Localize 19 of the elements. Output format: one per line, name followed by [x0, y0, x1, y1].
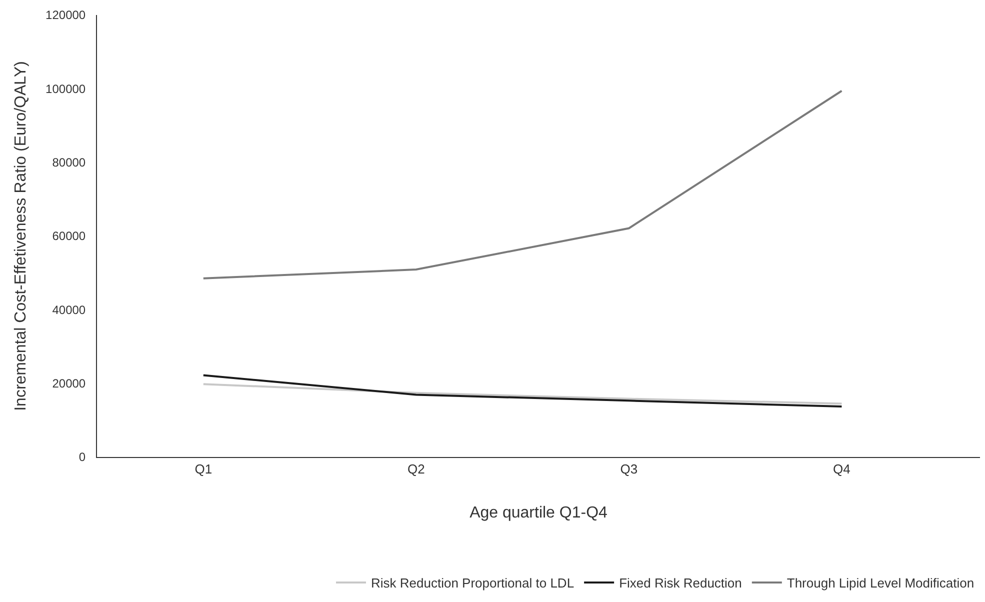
line-series: [202, 374, 843, 408]
legend-label: Fixed Risk Reduction: [619, 576, 742, 591]
line-series: [202, 90, 843, 280]
y-tick-label: 80000: [52, 156, 86, 170]
y-tick-label: 60000: [52, 229, 86, 244]
x-tick-label: Q1: [194, 462, 212, 477]
y-tick-label: 120000: [46, 8, 86, 22]
x-tick-label: Q3: [620, 462, 638, 477]
y-tick-label: 40000: [52, 302, 86, 317]
y-axis-title: Incremental Cost-Effetiveness Ratio (Euro/QALY): [12, 61, 30, 411]
x-axis-title: Age quartile Q1-Q4: [470, 504, 608, 522]
x-tick-label: Q2: [407, 462, 425, 477]
y-tick-label: 20000: [52, 376, 86, 391]
y-tick-label: 0: [78, 450, 86, 464]
x-tick-label: Q4: [833, 462, 850, 477]
line-series: [202, 383, 843, 405]
legend-label: Through Lipid Level Modification: [786, 576, 974, 591]
legend-label: Risk Reduction Proportional to LDL: [371, 576, 574, 591]
y-tick-label: 100000: [46, 82, 86, 96]
